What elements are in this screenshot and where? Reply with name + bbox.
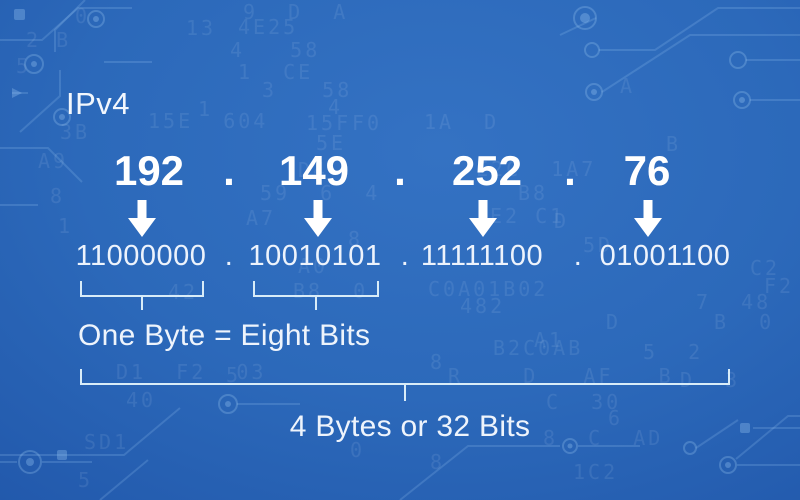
hex-fragment: 4E25 bbox=[238, 15, 299, 39]
hex-fragment: 1 CE bbox=[238, 60, 314, 84]
hex-fragment: B8 bbox=[518, 181, 549, 205]
binary-octet-2: 10010101 bbox=[248, 240, 382, 272]
dot-separator: . bbox=[564, 147, 576, 194]
hex-fragment: 3B bbox=[60, 120, 91, 144]
hex-fragment: 40 bbox=[126, 388, 157, 412]
hex-fragment: 5 bbox=[78, 468, 94, 492]
hex-fragment: 5 2 bbox=[643, 340, 704, 364]
hex-fragment: E2 C1 bbox=[490, 204, 566, 228]
hex-fragment: 15E 604 bbox=[148, 109, 269, 133]
hex-fragment: F0 bbox=[352, 111, 383, 135]
down-arrow-icon bbox=[469, 200, 497, 237]
byte-bracket-2 bbox=[253, 281, 379, 310]
dot-separator: . bbox=[400, 240, 410, 272]
hex-fragment: C0A01B02 bbox=[428, 277, 549, 301]
hex-fragment: F2 bbox=[764, 274, 795, 298]
hex-fragment: C2 bbox=[750, 256, 781, 280]
hex-fragment: SD1 bbox=[84, 430, 130, 454]
hex-fragment: 1 bbox=[198, 97, 214, 121]
hex-fragment: 7 48 bbox=[696, 290, 772, 314]
hex-fragment: 6 bbox=[608, 406, 624, 430]
hex-fragment: A9 bbox=[38, 149, 69, 173]
bracket-tick bbox=[315, 295, 317, 310]
dot-separator: . bbox=[394, 147, 406, 194]
down-arrow-icon bbox=[128, 200, 156, 237]
hex-fragment: B2C0AB bbox=[493, 336, 584, 360]
binary-octet-1: 11000000 bbox=[75, 240, 207, 272]
hex-fragment: B 0 bbox=[714, 310, 775, 334]
hex-fragment: C 30 bbox=[546, 390, 622, 414]
hex-fragment: D bbox=[606, 310, 622, 334]
hex-fragment: 2 B bbox=[26, 28, 72, 52]
hex-fragment: 8 bbox=[430, 450, 446, 474]
hex-fragment: A1 bbox=[534, 328, 565, 352]
hex-fragment: A7 bbox=[246, 206, 277, 230]
binary-octet-3: 11111100 bbox=[420, 240, 544, 272]
dot-separator: . bbox=[224, 240, 234, 272]
hex-fragment: 15F bbox=[306, 111, 352, 135]
binary-octet-4: 01001100 bbox=[599, 240, 731, 272]
hex-fragment: 1A D bbox=[424, 110, 500, 134]
hex-fragment: 4 58 bbox=[230, 38, 321, 62]
hex-fragment: 8 C AD bbox=[543, 426, 664, 450]
hex-fragment: A bbox=[620, 74, 636, 98]
hex-fragment: 0 bbox=[75, 4, 91, 28]
decimal-octet-4: 76 bbox=[623, 147, 671, 194]
four-bytes-label: 4 Bytes or 32 Bits bbox=[289, 410, 531, 443]
decimal-octet-2: 149 bbox=[278, 147, 350, 194]
hex-fragment: 8 bbox=[50, 184, 66, 208]
hex-fragment: 1C2 bbox=[573, 460, 619, 484]
hex-fragment: 5 bbox=[16, 54, 32, 78]
one-byte-label: One Byte = Eight Bits bbox=[78, 319, 371, 352]
down-arrow-icon bbox=[304, 200, 332, 237]
bracket-tick bbox=[141, 295, 143, 310]
bracket-tick bbox=[404, 383, 406, 401]
hex-fragment: 13 bbox=[186, 16, 217, 40]
decimal-octet-3: 252 bbox=[451, 147, 523, 194]
byte-bracket-1 bbox=[80, 281, 204, 310]
hex-fragment: 1 bbox=[58, 214, 74, 238]
page-title: IPv4 bbox=[66, 86, 131, 121]
dot-separator: . bbox=[223, 147, 235, 194]
down-arrow-icon bbox=[634, 200, 662, 237]
full-width-bracket bbox=[80, 369, 730, 401]
hex-fragment: 3 58 bbox=[262, 78, 353, 102]
dot-separator: . bbox=[573, 240, 583, 272]
hex-fragment: D bbox=[554, 209, 570, 233]
hex-fragment: 9 D A bbox=[243, 0, 349, 24]
decimal-octet-1: 192 bbox=[113, 147, 185, 194]
hex-fragment: 482 bbox=[460, 294, 506, 318]
hex-fragment: 4 bbox=[328, 95, 344, 119]
